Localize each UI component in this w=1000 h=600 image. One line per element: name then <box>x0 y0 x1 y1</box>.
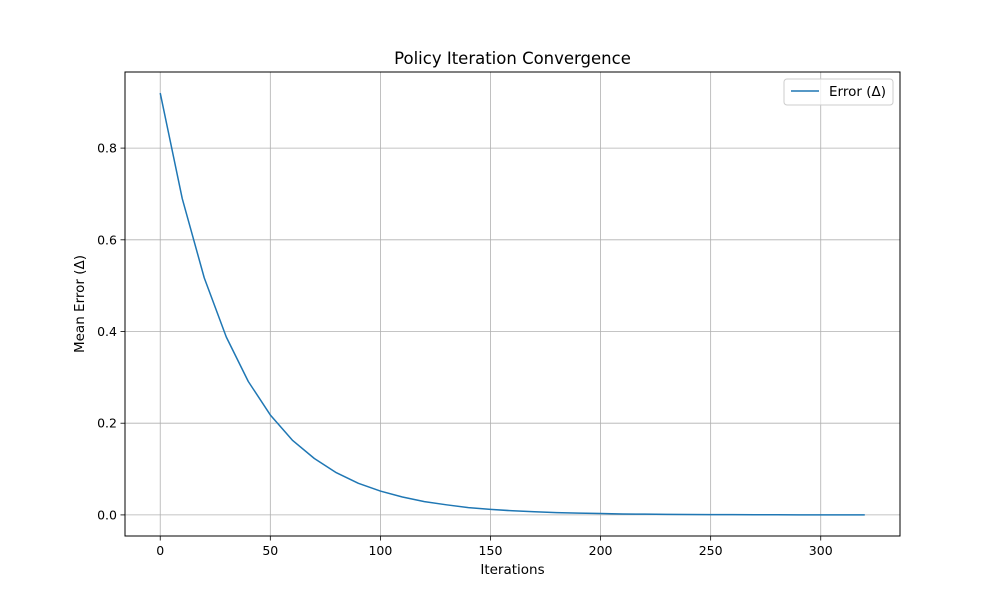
x-tick-label: 100 <box>368 543 392 558</box>
x-tick-label: 200 <box>589 543 613 558</box>
y-tick-label: 0.2 <box>97 416 117 431</box>
x-tick-label: 50 <box>262 543 278 558</box>
series-line <box>159 92 865 516</box>
series-layer <box>159 92 865 516</box>
y-tick-label: 0.0 <box>97 507 117 522</box>
y-axis-title: Mean Error (Δ) <box>72 255 88 353</box>
x-tick-label: 0 <box>156 543 164 558</box>
y-axis-ticks: 0.0 0.2 0.4 0.6 0.8 <box>97 141 125 522</box>
x-tick-label: 150 <box>479 543 503 558</box>
chart-title: Policy Iteration Convergence <box>394 49 631 68</box>
x-axis-title: Iterations <box>480 562 544 578</box>
x-axis-ticks: 0 50 100 150 200 250 300 <box>156 536 833 558</box>
grid <box>125 72 900 536</box>
legend: Error (Δ) <box>783 78 894 106</box>
plot-area-frame <box>124 71 901 537</box>
y-tick-label: 0.6 <box>97 232 117 247</box>
y-tick-label: 0.4 <box>97 324 117 339</box>
legend-box <box>783 78 894 106</box>
legend-label: Error (Δ) <box>829 84 886 100</box>
y-tick-label: 0.8 <box>97 141 117 156</box>
x-tick-label: 250 <box>699 543 723 558</box>
x-tick-label: 300 <box>809 543 833 558</box>
